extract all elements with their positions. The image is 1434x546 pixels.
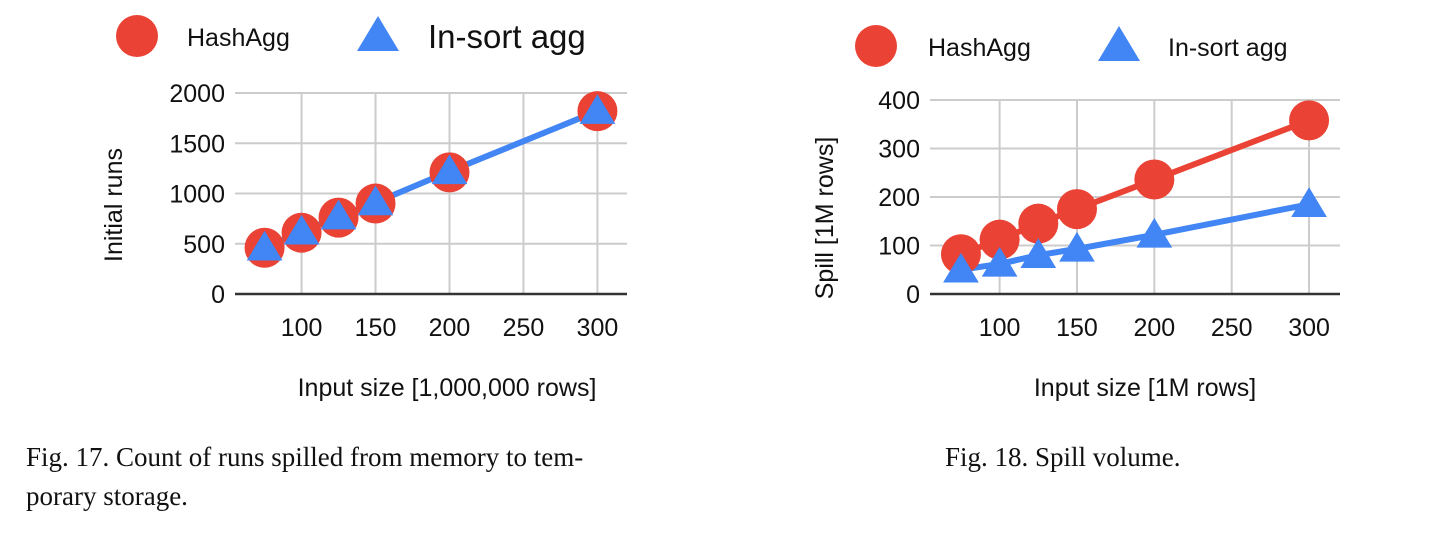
- y-tick-label: 0: [906, 281, 920, 309]
- data-point-in-sort-agg: [283, 214, 320, 245]
- data-point-in-sort-agg: [1020, 238, 1057, 268]
- x-tick-label: 250: [503, 314, 545, 342]
- y-tick-label: 2000: [169, 80, 225, 108]
- data-point-in-sort-agg: [1291, 187, 1327, 218]
- figure-18-caption-line-1: Fig. 18. Spill volume.: [945, 442, 1181, 472]
- chart-2: 0 100 200 300 400 100 150 200 250 300 Input size […: [811, 25, 1340, 402]
- legend-marker-hashagg: [116, 15, 158, 57]
- legend-label-in-sort-agg: In-sort agg: [428, 18, 586, 55]
- chart-1: 0 500 1000 1500 2000 100 150 200 250 300 Input siz…: [100, 15, 627, 402]
- data-point-in-sort-agg: [579, 94, 616, 124]
- x-tick-label: 300: [577, 314, 619, 342]
- data-point-in-sort-agg: [246, 230, 283, 261]
- data-point-hashagg: [1289, 100, 1330, 141]
- legend-label-hashagg: HashAgg: [187, 24, 290, 52]
- y-tick-label: 1000: [169, 181, 225, 209]
- data-point-in-sort-agg: [320, 199, 357, 230]
- data-point-in-sort-agg: [1059, 231, 1095, 262]
- figure-17-caption: Fig. 17. Count of runs spilled from memo…: [26, 438, 583, 516]
- x-tick-label: 150: [1056, 314, 1098, 342]
- data-point-in-sort-agg: [981, 246, 1018, 277]
- data-point-in-sort-agg: [1136, 217, 1173, 248]
- y-tick-label: 300: [878, 136, 920, 164]
- y-tick-label: 200: [878, 184, 920, 212]
- y-tick-label: 1500: [169, 130, 225, 158]
- data-point-in-sort-agg: [431, 154, 468, 185]
- legend-marker-in-sort-agg: [1098, 26, 1140, 61]
- y-axis-label: Spill [1M rows]: [811, 137, 839, 300]
- data-point-in-sort-agg: [943, 252, 979, 283]
- data-point-hashagg: [1134, 159, 1175, 200]
- x-tick-label: 100: [281, 314, 323, 342]
- figure-18-caption: Fig. 18. Spill volume.: [945, 438, 1181, 477]
- x-tick-label: 150: [355, 314, 397, 342]
- y-tick-label: 100: [878, 233, 920, 261]
- y-axis-label: Initial runs: [100, 148, 128, 262]
- figure-17-caption-line-2: porary storage.: [26, 481, 188, 511]
- data-point-hashagg: [1018, 203, 1059, 244]
- x-axis-label: Input size [1M rows]: [1034, 374, 1256, 402]
- data-point-hashagg: [1056, 189, 1097, 230]
- x-tick-label: 200: [1133, 314, 1175, 342]
- figure-17-caption-line-1: Fig. 17. Count of runs spilled from memo…: [26, 442, 584, 472]
- y-tick-label: 0: [211, 281, 225, 309]
- x-tick-label: 200: [429, 314, 471, 342]
- data-point-in-sort-agg: [357, 185, 394, 216]
- x-tick-label: 250: [1211, 314, 1253, 342]
- legend-label-in-sort-agg: In-sort agg: [1168, 34, 1288, 62]
- x-tick-label: 300: [1288, 314, 1330, 342]
- x-axis-label: Input size [1,000,000 rows]: [298, 374, 597, 402]
- y-tick-label: 400: [878, 87, 920, 115]
- x-tick-label: 100: [979, 314, 1021, 342]
- legend-marker-in-sort-agg: [357, 16, 399, 51]
- data-point-hashagg: [979, 219, 1020, 260]
- legend-marker-hashagg: [855, 25, 897, 67]
- legend-label-hashagg: HashAgg: [928, 34, 1031, 62]
- y-tick-label: 500: [183, 231, 225, 259]
